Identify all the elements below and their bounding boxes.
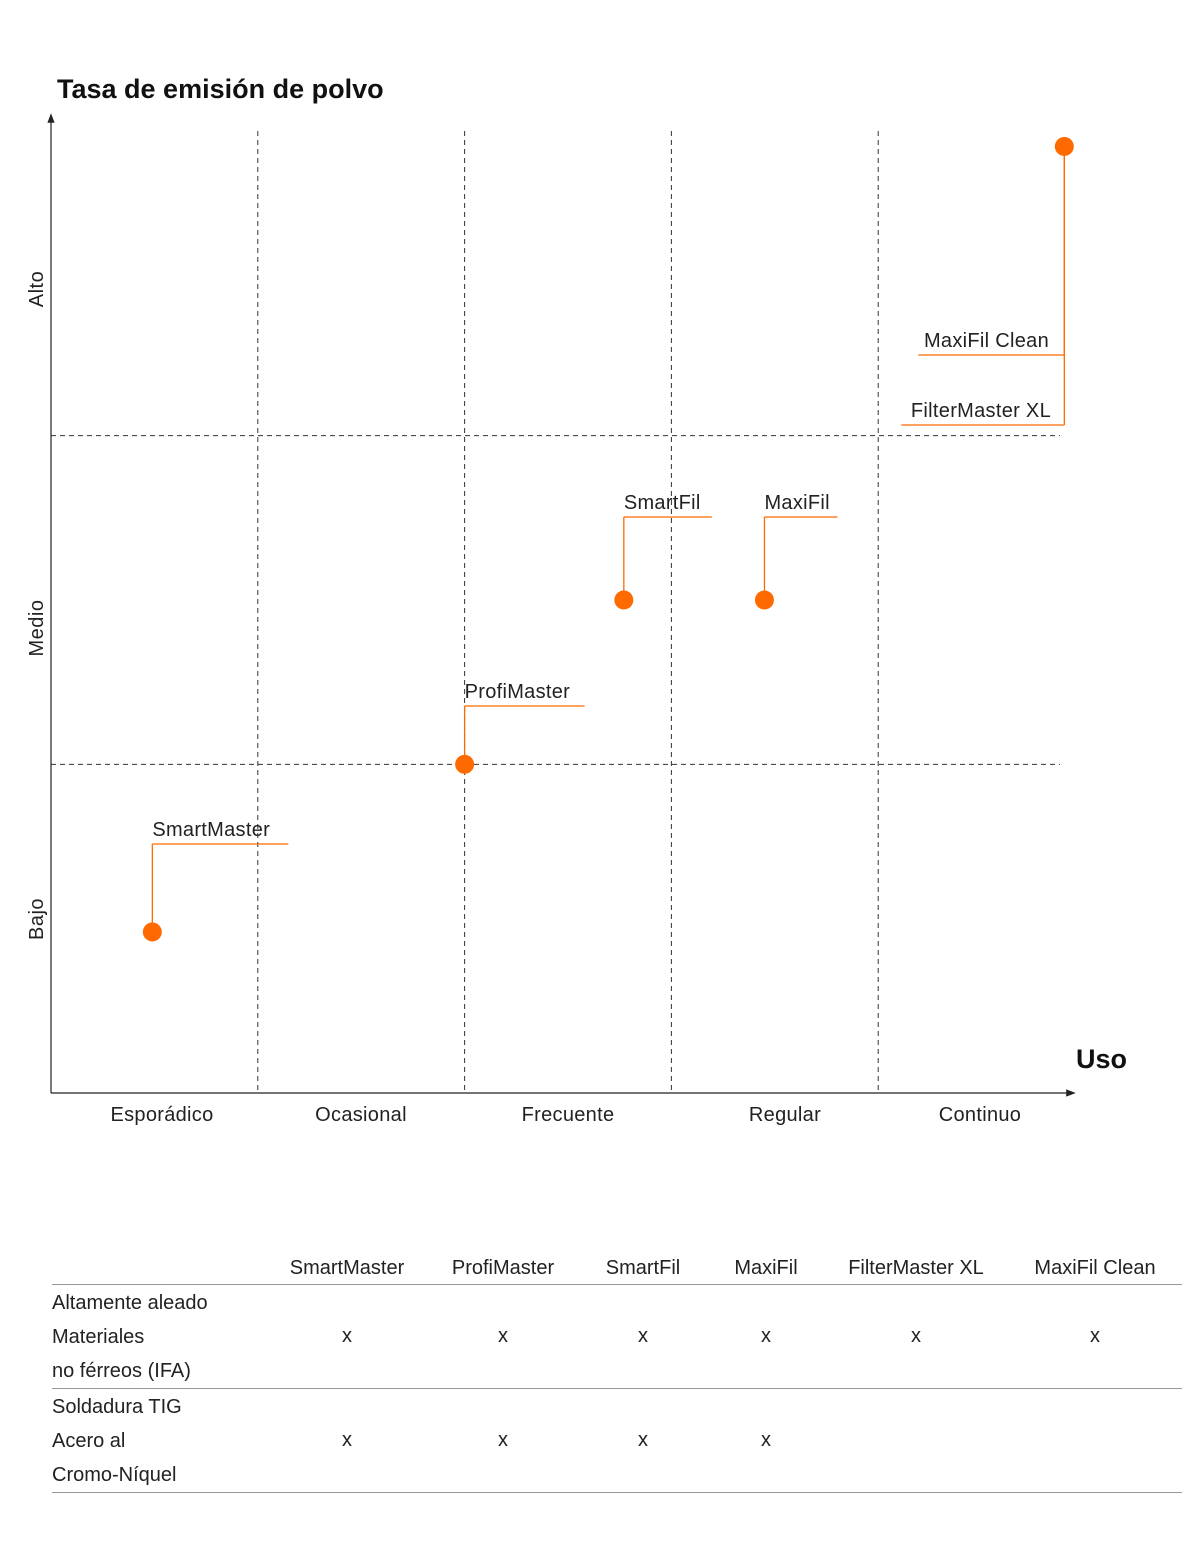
matrix-cell: x	[638, 1325, 648, 1347]
grid-lines	[51, 131, 1060, 1093]
matrix-row: Soldadura TIG Acero al Cromo-Níquel x x x x	[52, 1389, 1182, 1493]
matrix-cell: x	[498, 1429, 508, 1451]
matrix-cell	[1020, 1389, 1170, 1492]
matrix-spacer	[698, 1252, 711, 1284]
matrix-row-label-line: Cromo-Níquel	[52, 1464, 177, 1486]
x-tick-label: Esporádico	[110, 1104, 213, 1126]
matrix-spacer	[698, 1285, 711, 1388]
matrix-cell: x	[761, 1325, 771, 1347]
data-point	[455, 754, 475, 774]
matrix-row-label: Altamente aleado Materiales no férreos (IF…	[52, 1285, 272, 1388]
x-tick-label: Ocasional	[315, 1104, 407, 1126]
data-points	[142, 136, 1074, 942]
matrix-column-header: SmartMaster	[289, 1257, 405, 1279]
point-label: FilterMaster XL	[911, 400, 1051, 422]
matrix-column-header: MaxiFil	[734, 1257, 798, 1279]
matrix-spacer	[821, 1389, 831, 1492]
point-label: ProfiMaster	[465, 681, 571, 703]
matrix-cell: x	[498, 1325, 508, 1347]
y-tick-label: Alto	[26, 271, 48, 307]
matrix-corner	[52, 1252, 272, 1284]
matrix-spacer	[821, 1285, 831, 1388]
data-point	[1054, 136, 1074, 156]
data-point	[754, 590, 774, 610]
data-point	[614, 590, 634, 610]
matrix-row: Altamente aleado Materiales no férreos (IF…	[52, 1285, 1182, 1389]
matrix-spacer	[1001, 1389, 1020, 1492]
matrix-cell: x	[342, 1325, 352, 1347]
matrix-column-header: FilterMaster XL	[848, 1257, 984, 1279]
data-point	[142, 922, 162, 942]
matrix-spacer	[1001, 1285, 1020, 1388]
matrix-spacer	[821, 1252, 831, 1284]
matrix-row-label-line: no férreos (IFA)	[52, 1360, 191, 1382]
matrix-column-header: MaxiFil Clean	[1034, 1257, 1156, 1279]
matrix-cell: x	[761, 1429, 771, 1451]
matrix-row-label: Soldadura TIG Acero al Cromo-Níquel	[52, 1389, 272, 1492]
matrix-cell: x	[1090, 1325, 1100, 1347]
x-tick-label: Regular	[749, 1104, 821, 1126]
matrix-row-label-line: Acero al	[52, 1430, 126, 1452]
matrix-spacer	[1001, 1252, 1020, 1284]
point-leaders	[151, 146, 1065, 932]
matrix-cell: x	[342, 1429, 352, 1451]
matrix-cell: x	[638, 1429, 648, 1451]
x-tick-label: Continuo	[939, 1104, 1021, 1126]
matrix-spacer	[578, 1389, 588, 1492]
chart-title: Tasa de emisión de polvo	[57, 74, 384, 104]
matrix-header: SmartMaster ProfiMaster SmartFil MaxiFil Fil…	[52, 1252, 1182, 1285]
matrix-cell	[831, 1389, 1001, 1492]
point-label: SmartMaster	[152, 819, 270, 841]
matrix-column-header: SmartFil	[605, 1257, 681, 1279]
y-tick-label: Bajo	[26, 898, 48, 940]
matrix-spacer	[578, 1285, 588, 1388]
matrix-row-label-line: Altamente aleado	[52, 1292, 208, 1314]
matrix-column-header: ProfiMaster	[451, 1257, 555, 1279]
matrix-row-label-line: Soldadura TIG	[52, 1396, 182, 1418]
compatibility-matrix: SmartMaster ProfiMaster SmartFil MaxiFil Fil…	[52, 1252, 1182, 1493]
matrix-spacer	[698, 1389, 711, 1492]
matrix-spacer	[578, 1252, 588, 1284]
x-tick-label: Frecuente	[522, 1104, 615, 1126]
point-labels: SmartMaster ProfiMaster SmartFil MaxiFil Max…	[152, 330, 1051, 841]
point-label: MaxiFil	[764, 492, 829, 514]
axes	[47, 113, 1076, 1097]
matrix-body: Altamente aleado Materiales no férreos (IF…	[52, 1285, 1182, 1493]
x-tick-labels: Esporádico Ocasional Frecuente Regular Conti…	[110, 1104, 1021, 1126]
y-tick-labels: Bajo Medio Alto	[26, 271, 48, 940]
point-label: MaxiFil Clean	[924, 330, 1049, 352]
x-axis-title: Uso	[1076, 1044, 1127, 1074]
dust-emission-chart: Tasa de emisión de polvo Uso Esporádico O…	[26, 74, 1127, 1126]
matrix-row-label-line: Materiales	[52, 1326, 145, 1348]
matrix-cell: x	[911, 1325, 921, 1347]
y-tick-label: Medio	[26, 600, 48, 657]
point-label: SmartFil	[624, 492, 701, 514]
